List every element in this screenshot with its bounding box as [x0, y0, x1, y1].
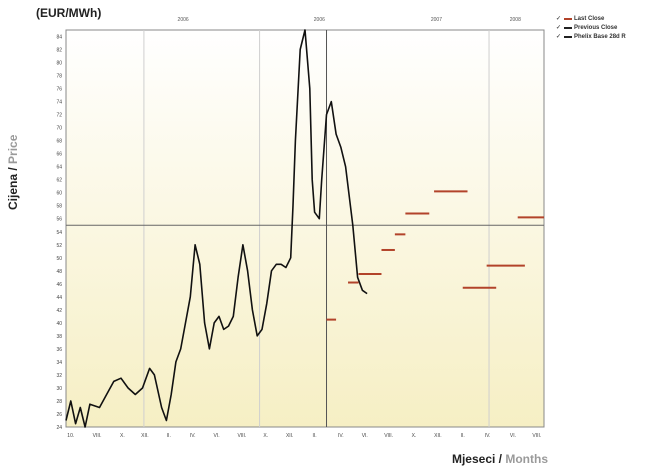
y-tick-label: 82 — [56, 48, 62, 54]
x-tick-label: IV. — [485, 433, 491, 439]
checkbox-icon[interactable]: ✓ — [556, 34, 562, 40]
series — [65, 29, 544, 428]
x-axis-label: Mjeseci / Months — [452, 452, 548, 466]
legend-item-phelix-base[interactable]: ✓ Phelix Base 28d R — [556, 32, 626, 41]
x-tick-label: VI. — [362, 433, 368, 439]
y-tick-label: 76 — [56, 87, 62, 93]
x-tick-label: 10. — [67, 433, 74, 439]
x-axis-label-muted: Months — [505, 452, 548, 466]
year-label: 2006 — [314, 17, 325, 23]
y-tick-label: 80 — [56, 61, 62, 67]
series-line-phelix-base — [65, 29, 368, 428]
x-tick-label: XII. — [286, 433, 294, 439]
x-tick-label: IV. — [338, 433, 344, 439]
y-tick-label: 52 — [56, 243, 62, 249]
x-tick-label: II. — [312, 433, 316, 439]
legend-swatch — [564, 26, 572, 29]
y-axis-label: Cijena / Price — [6, 135, 20, 210]
y-tick-label: 46 — [56, 282, 62, 288]
y-tick-label: 62 — [56, 178, 62, 184]
y-axis-ticks: 24 26 28 30 32 34 36 38 40 42 44 46 48 50 52 54 56 58 60 62… — [56, 35, 62, 431]
checkbox-icon[interactable]: ✓ — [556, 16, 562, 22]
y-tick-label: 34 — [56, 360, 62, 366]
x-tick-label: VIII. — [384, 433, 393, 439]
y-tick-label: 74 — [56, 100, 62, 106]
y-tick-label: 36 — [56, 347, 62, 353]
year-label: 2008 — [510, 17, 521, 23]
x-tick-label: X. — [263, 433, 268, 439]
y-tick-label: 28 — [56, 399, 62, 405]
y-tick-label: 40 — [56, 321, 62, 327]
y-tick-label: 56 — [56, 217, 62, 223]
x-tick-label: IV. — [190, 433, 196, 439]
legend-swatch — [564, 17, 572, 20]
grid — [66, 30, 544, 427]
y-axis-label-muted: Price — [6, 134, 20, 164]
y-tick-label: 78 — [56, 74, 62, 80]
y-tick-label: 42 — [56, 308, 62, 314]
legend: ✓ Last Close ✓ Previous Close ✓ Phelix B… — [556, 14, 626, 41]
y-tick-label: 44 — [56, 295, 62, 301]
y-tick-label: 64 — [56, 165, 62, 171]
x-axis-ticks: 10. VIII. X. XII. II. IV. VI. VIII. X. XII. II. IV.… — [67, 433, 541, 439]
y-tick-label: 32 — [56, 373, 62, 379]
y-tick-label: 60 — [56, 191, 62, 197]
x-tick-label: VIII. — [532, 433, 541, 439]
year-label: 2006 — [178, 17, 189, 23]
checkbox-icon[interactable]: ✓ — [556, 25, 562, 31]
y-tick-label: 58 — [56, 204, 62, 210]
legend-label: Last Close — [574, 15, 605, 22]
y-tick-label: 54 — [56, 230, 62, 236]
x-axis-label-dark: Mjeseci / — [451, 452, 502, 466]
x-tick-label: XII. — [141, 433, 149, 439]
y-tick-label: 72 — [56, 113, 62, 119]
x-tick-label: II. — [461, 433, 465, 439]
y-axis-label-dark: Cijena / — [6, 167, 20, 210]
year-label: 2007 — [431, 17, 442, 23]
legend-label: Previous Close — [574, 24, 618, 31]
x-tick-label: VIII. — [237, 433, 246, 439]
y-tick-label: 50 — [56, 256, 62, 262]
y-tick-label: 24 — [56, 425, 62, 431]
y-tick-label: 84 — [56, 35, 62, 41]
y-tick-label: 70 — [56, 126, 62, 132]
x-tick-label: VIII. — [93, 433, 102, 439]
legend-item-previous-close[interactable]: ✓ Previous Close — [556, 23, 626, 32]
y-tick-label: 30 — [56, 386, 62, 392]
year-labels: 2006 2006 2007 2008 — [178, 17, 522, 23]
legend-label: Phelix Base 28d R — [574, 33, 626, 40]
x-tick-label: VI. — [214, 433, 220, 439]
y-tick-label: 66 — [56, 152, 62, 158]
unit-label: (EUR/MWh) — [36, 6, 102, 20]
x-tick-label: VI. — [510, 433, 516, 439]
y-tick-label: 38 — [56, 334, 62, 340]
y-tick-label: 26 — [56, 412, 62, 418]
y-tick-label: 48 — [56, 269, 62, 275]
legend-swatch — [564, 35, 572, 38]
x-tick-label: X. — [120, 433, 125, 439]
plot-background — [65, 29, 545, 428]
x-tick-label: XII. — [434, 433, 442, 439]
x-tick-label: X. — [412, 433, 417, 439]
legend-item-last-close[interactable]: ✓ Last Close — [556, 14, 626, 23]
y-tick-label: 68 — [56, 139, 62, 145]
x-tick-label: II. — [167, 433, 171, 439]
